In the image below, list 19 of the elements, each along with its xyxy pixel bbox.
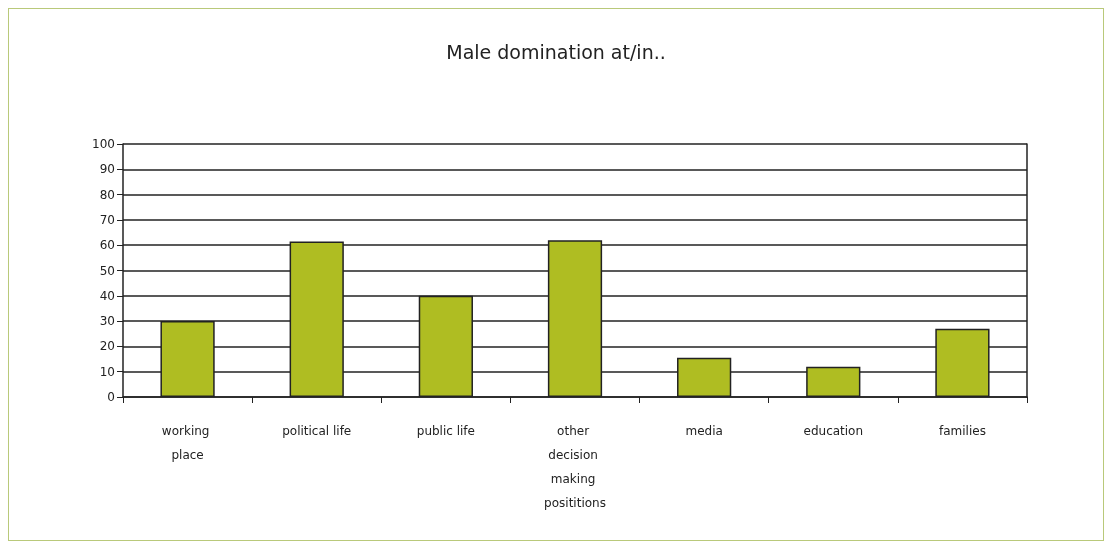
chart-title: Male domination at/in..: [446, 40, 666, 63]
y-tick-label: 20: [99, 339, 115, 354]
y-tick-label: 30: [99, 314, 115, 329]
x-tick-label: media: [685, 424, 723, 438]
x-tick-label: families: [938, 424, 986, 438]
x-tick-label: public life: [416, 424, 475, 438]
y-tick-label: 60: [99, 238, 115, 253]
x-tick-label: political life: [282, 424, 352, 438]
y-tick-label: 80: [99, 187, 115, 202]
x-tick-label: working place: [161, 424, 214, 462]
y-tick-label: 90: [99, 162, 115, 177]
y-tick-label: 40: [99, 288, 115, 303]
y-tick-label: 50: [99, 263, 115, 278]
x-tick-label: other decision making posititions: [544, 424, 606, 510]
x-tick-label: education: [803, 424, 864, 438]
y-tick-label: 100: [92, 137, 115, 151]
y-tick-label: 10: [99, 364, 115, 379]
y-tick-label: 0: [107, 390, 115, 404]
y-tick-label: 70: [99, 212, 115, 227]
